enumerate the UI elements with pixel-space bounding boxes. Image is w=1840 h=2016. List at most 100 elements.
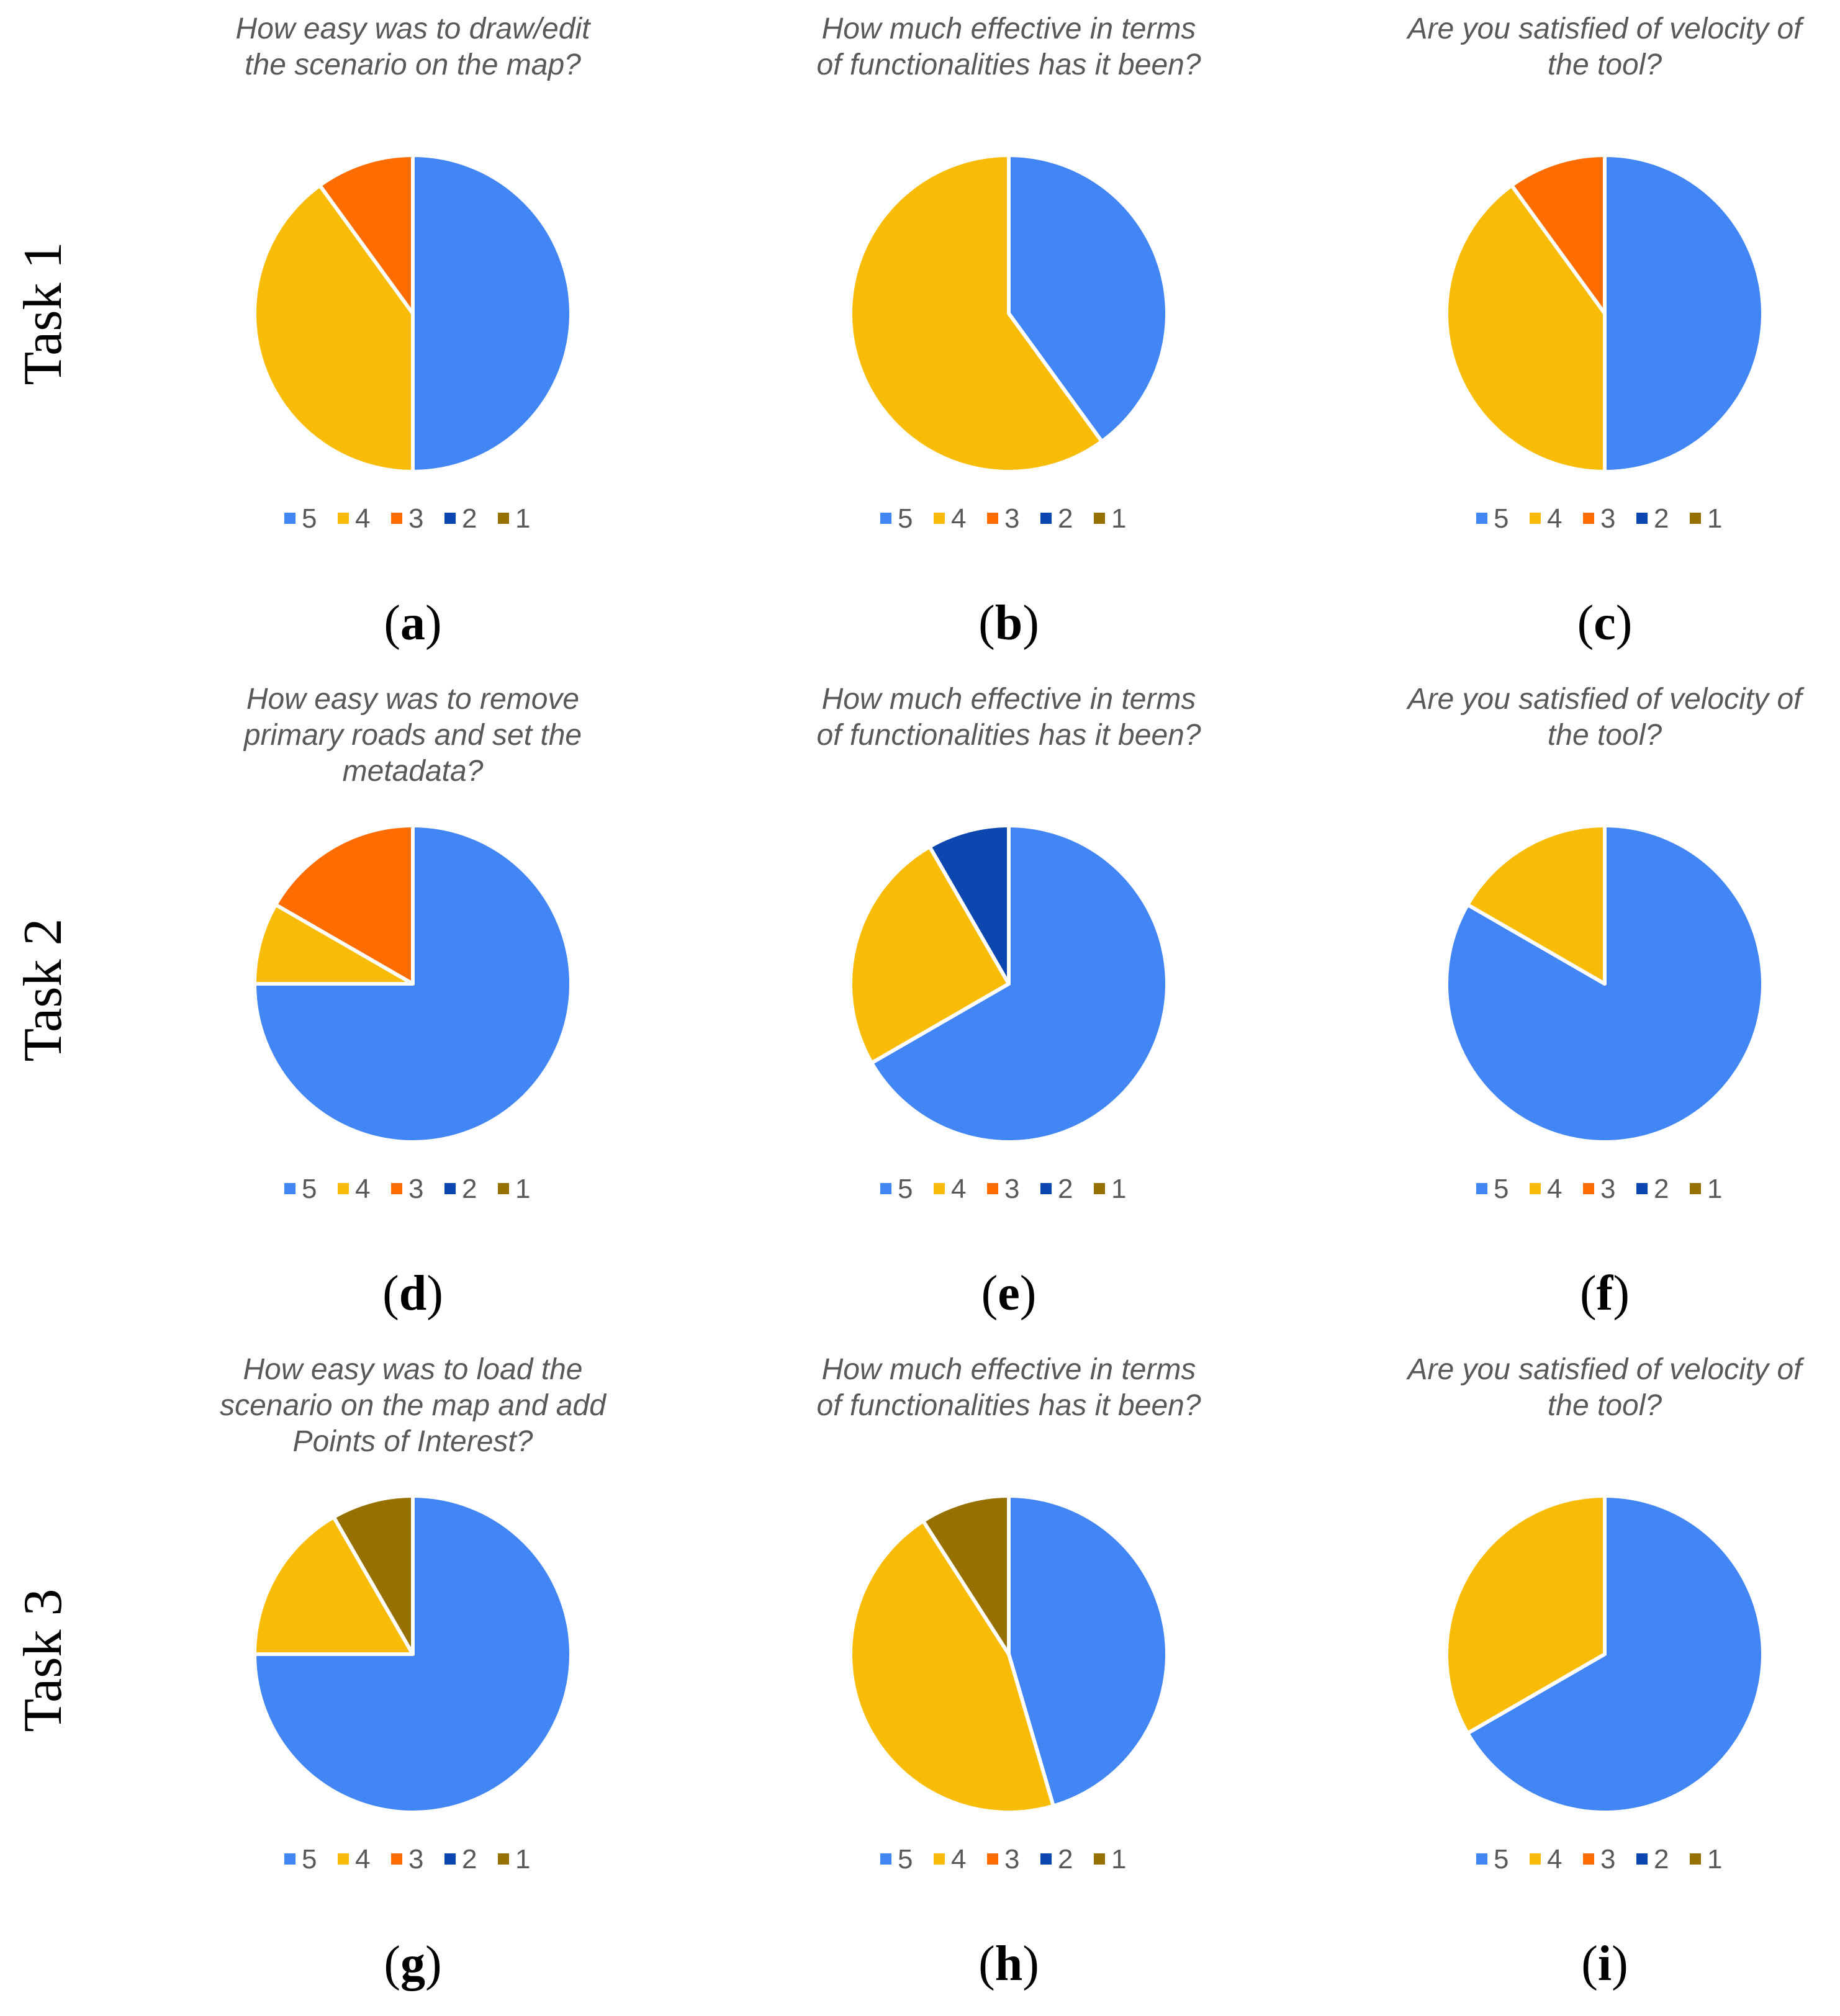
chart-title-line: primary roads and set the xyxy=(243,719,582,752)
panel-label-open-paren: ( xyxy=(384,1937,400,1991)
panel-label-open-paren: ( xyxy=(978,1937,995,1991)
legend-label-1: 1 xyxy=(515,1174,530,1204)
legend-label-4: 4 xyxy=(1547,1174,1562,1204)
legend-swatch-3 xyxy=(987,513,998,524)
panel-label-letter: b xyxy=(995,596,1023,650)
legend-label-5: 5 xyxy=(898,1174,913,1204)
task-labels: Task 1 Task 2 Task 3 xyxy=(13,242,73,1732)
pie-panel-e: How much effective in terms of functional… xyxy=(816,683,1201,1321)
pie xyxy=(849,1494,1169,1814)
chart-title-line: of functionalities has it been? xyxy=(816,1389,1201,1422)
legend: 5 4 3 2 1 xyxy=(284,503,530,534)
legend-label-2: 2 xyxy=(1654,1174,1669,1204)
chart-title-line: How easy was to load the xyxy=(243,1353,583,1386)
pie-panel-d: How easy was to remove primary roads and … xyxy=(243,683,582,1321)
pie xyxy=(1445,824,1765,1144)
task-label-2: Task 2 xyxy=(13,919,73,1062)
legend-label-4: 4 xyxy=(355,503,370,534)
legend-swatch-3 xyxy=(1583,513,1594,524)
legend-swatch-2 xyxy=(1636,513,1648,524)
panel-label: (f) xyxy=(1580,1266,1630,1321)
pie-slice-1 xyxy=(921,1494,1011,1656)
chart-title-line: the tool? xyxy=(1548,1389,1662,1422)
panel-label-letter: g xyxy=(400,1937,425,1991)
panel-label-letter: f xyxy=(1597,1266,1614,1321)
legend-label-1: 1 xyxy=(1707,1844,1722,1874)
legend-swatch-3 xyxy=(1583,1853,1594,1865)
panel-label: (g) xyxy=(384,1937,441,1991)
pie xyxy=(1445,1494,1765,1814)
panel-label-close-paren: ) xyxy=(425,1937,442,1991)
legend-label-5: 5 xyxy=(302,1844,317,1874)
chart-title: How much effective in terms of functional… xyxy=(816,1353,1201,1422)
legend-label-5: 5 xyxy=(302,1174,317,1204)
panel-label: (a) xyxy=(384,596,441,650)
pie xyxy=(253,1494,573,1814)
pie-slice-3 xyxy=(1510,153,1607,315)
legend-label-3: 3 xyxy=(1004,1174,1019,1204)
panel-label-close-paren: ) xyxy=(1616,596,1633,650)
chart-title-line: Are you satisfied of velocity of xyxy=(1406,12,1805,45)
pie-slice-4 xyxy=(253,183,415,474)
pie-slice-5 xyxy=(1445,824,1765,1144)
legend-swatch-1 xyxy=(1690,1183,1701,1194)
legend-swatch-2 xyxy=(1636,1183,1648,1194)
pie xyxy=(849,824,1169,1144)
chart-title-line: How much effective in terms xyxy=(822,1353,1196,1386)
panel-label: (b) xyxy=(978,596,1039,650)
legend-swatch-2 xyxy=(1040,513,1052,524)
panel-label-open-paren: ( xyxy=(1581,1937,1598,1991)
pie-panel-g: How easy was to load the scenario on the … xyxy=(220,1353,607,1991)
legend-label-3: 3 xyxy=(408,1174,423,1204)
legend-label-3: 3 xyxy=(1600,1844,1615,1874)
legend-label-3: 3 xyxy=(408,1844,423,1874)
chart-title-line: the tool? xyxy=(1548,48,1662,81)
legend-label-2: 2 xyxy=(1654,1844,1669,1874)
panel-label-close-paren: ) xyxy=(1613,1266,1630,1321)
panel-label-open-paren: ( xyxy=(1577,596,1594,650)
legend-label-4: 4 xyxy=(951,1844,966,1874)
pie-slice-4 xyxy=(253,1515,415,1656)
legend-label-5: 5 xyxy=(898,1844,913,1874)
legend-label-1: 1 xyxy=(1111,503,1126,534)
chart-title: How easy was to load the scenario on the … xyxy=(220,1353,607,1458)
legend: 5 4 3 2 1 xyxy=(880,503,1126,534)
pie-slice-4 xyxy=(849,845,1011,1065)
legend: 5 4 3 2 1 xyxy=(880,1844,1126,1874)
panel-label-close-paren: ) xyxy=(425,596,442,650)
legend-swatch-5 xyxy=(880,1853,891,1865)
legend-swatch-2 xyxy=(1636,1853,1648,1865)
legend-swatch-4 xyxy=(934,1183,945,1194)
chart-title-line: scenario on the map and add xyxy=(220,1389,607,1422)
legend-label-2: 2 xyxy=(462,1844,477,1874)
panel-label: (i) xyxy=(1581,1937,1628,1991)
chart-title-line: Points of Interest? xyxy=(293,1425,533,1458)
chart-title: Are you satisfied of velocity of the tool… xyxy=(1406,1353,1805,1422)
legend-swatch-3 xyxy=(987,1183,998,1194)
pie-slice-4 xyxy=(1445,183,1607,474)
pie-slice-4 xyxy=(849,153,1104,474)
chart-title: Are you satisfied of velocity of the tool… xyxy=(1406,683,1805,752)
legend-swatch-1 xyxy=(1690,1853,1701,1865)
legend-swatch-1 xyxy=(498,1853,509,1865)
legend-swatch-5 xyxy=(284,513,295,524)
panel-label-letter: c xyxy=(1594,596,1616,650)
legend-label-4: 4 xyxy=(355,1844,370,1874)
legend-label-5: 5 xyxy=(1494,1174,1509,1204)
legend-swatch-5 xyxy=(1476,513,1487,524)
pie-panel-b: How much effective in terms of functional… xyxy=(816,12,1201,650)
legend-swatch-4 xyxy=(338,513,349,524)
pie-slice-5 xyxy=(1603,153,1765,474)
legend-swatch-1 xyxy=(1690,513,1701,524)
pie-panel-i: Are you satisfied of velocity of the tool… xyxy=(1406,1353,1805,1991)
pie-slice-5 xyxy=(253,824,573,1144)
legend-swatch-3 xyxy=(1583,1183,1594,1194)
legend: 5 4 3 2 1 xyxy=(1476,1844,1722,1874)
pie-slice-5 xyxy=(870,824,1169,1144)
legend-label-3: 3 xyxy=(1004,503,1019,534)
pie-slice-5 xyxy=(1007,1494,1169,1808)
legend-label-3: 3 xyxy=(1600,1174,1615,1204)
chart-title-line: How easy was to draw/edit xyxy=(236,12,592,45)
legend-label-4: 4 xyxy=(1547,1844,1562,1874)
legend-label-1: 1 xyxy=(1707,503,1722,534)
